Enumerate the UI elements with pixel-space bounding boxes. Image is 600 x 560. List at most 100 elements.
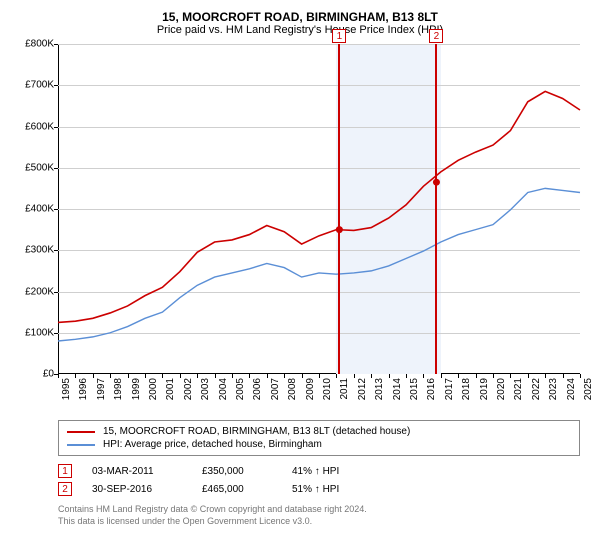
x-tick: [545, 374, 546, 378]
x-tick: [75, 374, 76, 378]
sale-badge: 2: [58, 482, 72, 496]
x-tick: [232, 374, 233, 378]
x-axis-label: 1996: [78, 378, 89, 400]
x-axis-label: 2004: [218, 378, 229, 400]
legend-label: HPI: Average price, detached house, Birm…: [103, 439, 322, 450]
y-axis-label: £700K: [10, 80, 54, 91]
x-axis-label: 2009: [305, 378, 316, 400]
x-axis-label: 2010: [322, 378, 333, 400]
x-tick: [354, 374, 355, 378]
x-axis-label: 2019: [479, 378, 490, 400]
x-axis-label: 2021: [513, 378, 524, 400]
x-axis: 1995 1996 1997 1998 1999 2000 2001 2002 2003 2004…: [58, 374, 580, 414]
x-axis-label: 2024: [566, 378, 577, 400]
x-axis-label: 2007: [270, 378, 281, 400]
x-tick: [423, 374, 424, 378]
y-axis-label: £800K: [10, 39, 54, 50]
sale-marker-badge: 2: [429, 29, 443, 43]
legend-item: 15, MOORCROFT ROAD, BIRMINGHAM, B13 8LT …: [67, 425, 571, 438]
legend-item: HPI: Average price, detached house, Birm…: [67, 438, 571, 451]
x-axis-label: 1995: [61, 378, 72, 400]
x-tick: [406, 374, 407, 378]
sale-row: 2 30-SEP-2016 £465,000 51% ↑ HPI: [58, 480, 580, 498]
x-tick: [458, 374, 459, 378]
sale-date: 03-MAR-2011: [92, 466, 182, 477]
x-tick: [389, 374, 390, 378]
x-axis-label: 1999: [131, 378, 142, 400]
x-tick: [215, 374, 216, 378]
sale-price: £465,000: [202, 484, 272, 495]
y-axis-label: £600K: [10, 121, 54, 132]
footer-attribution: Contains HM Land Registry data © Crown c…: [58, 504, 580, 527]
legend: 15, MOORCROFT ROAD, BIRMINGHAM, B13 8LT …: [58, 420, 580, 456]
x-axis-label: 2012: [357, 378, 368, 400]
y-axis-label: £400K: [10, 204, 54, 215]
x-axis-label: 1998: [113, 378, 124, 400]
sale-marker-line: [338, 44, 340, 374]
x-tick: [493, 374, 494, 378]
legend-swatch: [67, 431, 95, 433]
sale-delta: 51% ↑ HPI: [292, 484, 372, 495]
x-tick: [441, 374, 442, 378]
x-axis-label: 2025: [583, 378, 594, 400]
y-axis-label: £0: [10, 369, 54, 380]
x-tick: [93, 374, 94, 378]
x-axis-label: 2023: [548, 378, 559, 400]
x-tick: [510, 374, 511, 378]
x-axis-label: 2022: [531, 378, 542, 400]
chart-subtitle: Price paid vs. HM Land Registry's House …: [10, 24, 590, 36]
x-tick: [319, 374, 320, 378]
x-tick: [162, 374, 163, 378]
x-tick: [528, 374, 529, 378]
x-axis-label: 2003: [200, 378, 211, 400]
chart-container: 15, MOORCROFT ROAD, BIRMINGHAM, B13 8LT …: [0, 0, 600, 560]
sale-marker-line: [435, 44, 437, 374]
x-tick: [336, 374, 337, 378]
sale-delta: 41% ↑ HPI: [292, 466, 372, 477]
x-tick: [563, 374, 564, 378]
footer-line-1: Contains HM Land Registry data © Crown c…: [58, 504, 580, 516]
footer-line-2: This data is licensed under the Open Gov…: [58, 516, 580, 528]
x-axis-label: 2017: [444, 378, 455, 400]
x-tick: [58, 374, 59, 378]
x-axis-label: 2002: [183, 378, 194, 400]
x-axis-label: 2014: [392, 378, 403, 400]
x-axis-label: 2000: [148, 378, 159, 400]
plot-area: £0£100K£200K£300K£400K£500K£600K£700K£80…: [58, 44, 580, 374]
x-tick: [476, 374, 477, 378]
sale-date: 30-SEP-2016: [92, 484, 182, 495]
line-chart-svg: [58, 44, 580, 374]
x-axis-label: 2018: [461, 378, 472, 400]
sales-table: 1 03-MAR-2011 £350,000 41% ↑ HPI 2 30-SEP-201…: [58, 462, 580, 498]
y-axis-label: £300K: [10, 245, 54, 256]
x-axis-label: 2001: [165, 378, 176, 400]
x-axis-label: 2006: [252, 378, 263, 400]
x-axis-label: 2020: [496, 378, 507, 400]
x-tick: [249, 374, 250, 378]
x-axis-label: 2008: [287, 378, 298, 400]
y-axis-label: £100K: [10, 327, 54, 338]
x-axis-label: 2015: [409, 378, 420, 400]
x-tick: [110, 374, 111, 378]
x-tick: [267, 374, 268, 378]
series-line: [58, 91, 580, 322]
chart-title: 15, MOORCROFT ROAD, BIRMINGHAM, B13 8LT: [10, 10, 590, 24]
x-tick: [284, 374, 285, 378]
y-axis-label: £200K: [10, 286, 54, 297]
sale-badge: 1: [58, 464, 72, 478]
x-axis-label: 2005: [235, 378, 246, 400]
x-axis-label: 2016: [426, 378, 437, 400]
x-tick: [580, 374, 581, 378]
sale-price: £350,000: [202, 466, 272, 477]
x-axis-label: 2013: [374, 378, 385, 400]
legend-swatch: [67, 444, 95, 446]
y-axis-label: £500K: [10, 162, 54, 173]
x-tick: [371, 374, 372, 378]
x-axis-label: 2011: [339, 378, 350, 400]
x-tick: [145, 374, 146, 378]
series-line: [58, 188, 580, 341]
x-tick: [302, 374, 303, 378]
sale-marker-badge: 1: [332, 29, 346, 43]
legend-label: 15, MOORCROFT ROAD, BIRMINGHAM, B13 8LT …: [103, 426, 410, 437]
x-axis-label: 1997: [96, 378, 107, 400]
